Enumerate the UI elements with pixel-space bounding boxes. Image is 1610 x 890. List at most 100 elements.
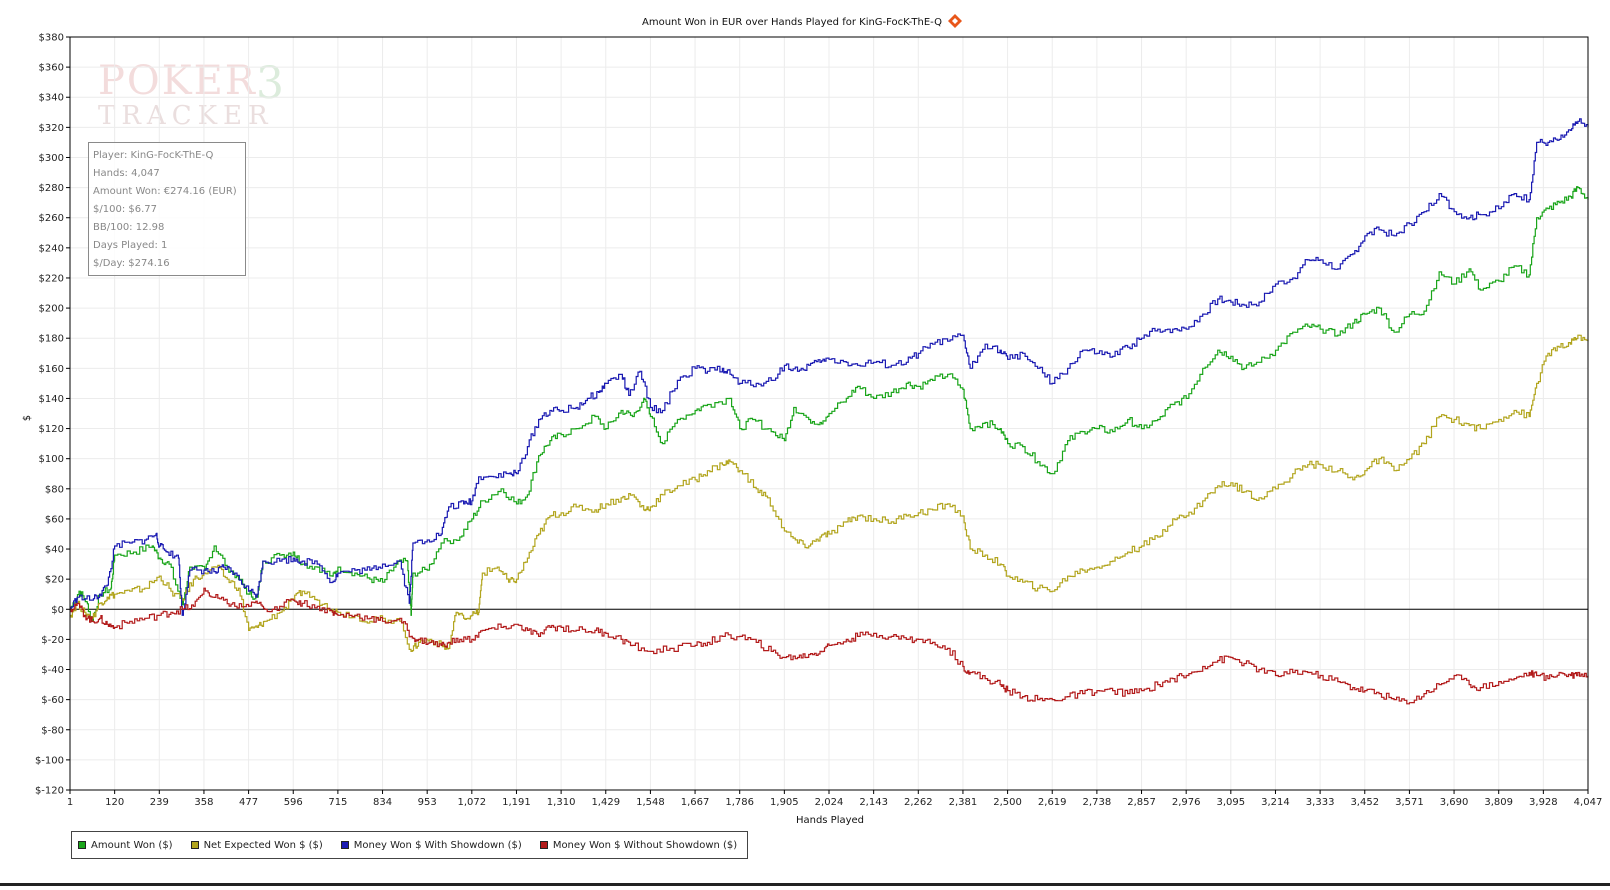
x-tick-label: 3,690 — [1440, 797, 1469, 808]
legend-swatch-net-expected — [190, 841, 199, 849]
x-tick-label: 1,429 — [591, 797, 620, 808]
y-tick-label: $-20 — [41, 635, 64, 646]
x-tick-label: 239 — [150, 797, 169, 808]
legend-swatch-amount-won — [78, 841, 86, 849]
x-tick-label: 120 — [105, 797, 124, 808]
x-tick-label: 3,214 — [1261, 797, 1290, 808]
series-line-0 — [70, 186, 1589, 622]
x-tick-label: 2,500 — [993, 797, 1022, 808]
y-tick-label: $-80 — [41, 725, 64, 736]
y-tick-label: $380 — [39, 33, 64, 44]
player-stats-box: Player: KinG-FocK-ThE-Q Hands: 4,047 Amo… — [88, 142, 246, 276]
y-tick-label: $260 — [39, 213, 64, 224]
stats-bb-per-100: BB/100: 12.98 — [93, 222, 165, 233]
export-icon[interactable] — [948, 14, 962, 28]
y-tick-label: $200 — [39, 304, 64, 315]
x-tick-label: 2,976 — [1172, 797, 1201, 808]
x-tick-label: 3,928 — [1529, 797, 1558, 808]
legend-swatch-with-showdown — [340, 841, 349, 849]
chart-legend: Amount Won ($) Net Expected Won $ ($) Mo… — [71, 831, 749, 859]
x-tick-label: 596 — [284, 797, 303, 808]
y-tick-label: $280 — [39, 183, 64, 194]
y-tick-label: $240 — [39, 243, 64, 254]
y-tick-label: $120 — [39, 424, 64, 435]
series-line-2 — [70, 118, 1589, 616]
x-tick-label: 1,191 — [502, 797, 531, 808]
y-tick-label: $60 — [45, 514, 64, 525]
x-tick-label: 2,143 — [859, 797, 888, 808]
y-tick-label: $160 — [39, 364, 64, 375]
y-tick-label: $140 — [39, 394, 64, 405]
y-tick-label: $-120 — [35, 786, 64, 797]
y-tick-label: $-60 — [41, 695, 64, 706]
x-tick-label: 834 — [373, 797, 392, 808]
stats-amount-won: Amount Won: €274.16 (EUR) — [93, 186, 237, 197]
x-tick-label: 2,262 — [904, 797, 933, 808]
chart-title: Amount Won in EUR over Hands Played for … — [642, 17, 942, 28]
stats-player: Player: KinG-FocK-ThE-Q — [93, 150, 214, 161]
x-tick-label: 3,809 — [1484, 797, 1513, 808]
x-tick-label: 2,857 — [1127, 797, 1156, 808]
x-tick-label: 4,047 — [1574, 797, 1603, 808]
legend-label-without-showdown: Money Won $ Without Showdown ($) — [552, 839, 738, 851]
x-tick-label: 1,310 — [547, 797, 576, 808]
x-tick-label: 1,786 — [725, 797, 754, 808]
x-tick-label: 3,333 — [1306, 797, 1335, 808]
legend-item-net-expected[interactable]: Net Expected Won $ ($) — [190, 839, 323, 851]
y-tick-label: $180 — [39, 334, 64, 345]
y-tick-label: $300 — [39, 153, 64, 164]
x-tick-label: 1,667 — [681, 797, 710, 808]
y-axis-label: $ — [22, 415, 33, 421]
y-tick-label: $320 — [39, 123, 64, 134]
stats-per-100: $/100: $6.77 — [93, 204, 157, 215]
watermark-line2: TRACKER — [98, 101, 274, 131]
y-tick-label: $360 — [39, 63, 64, 74]
x-tick-label: 2,738 — [1083, 797, 1112, 808]
y-tick-label: $340 — [39, 93, 64, 104]
x-tick-label: 3,095 — [1217, 797, 1246, 808]
x-tick-label: 715 — [328, 797, 347, 808]
x-tick-label: 1,905 — [770, 797, 799, 808]
legend-item-amount-won[interactable]: Amount Won ($) — [78, 840, 173, 851]
y-tick-label: $-100 — [35, 755, 64, 766]
x-tick-label: 1,548 — [636, 797, 665, 808]
y-axis-ticks: $380 $360 $340 $320 $300 $280 $260 $240 $220 $200… — [35, 33, 70, 797]
title-diamond-icon-center — [952, 18, 958, 24]
series-line-1 — [70, 334, 1589, 652]
stats-days-played: Days Played: 1 — [93, 240, 168, 251]
x-axis-label: Hands Played — [796, 815, 864, 826]
x-tick-label: 477 — [239, 797, 258, 808]
x-tick-label: 2,024 — [815, 797, 844, 808]
x-tick-label: 3,452 — [1350, 797, 1379, 808]
x-axis-ticks: 1 120 239 358 477 596 715 834 953 1,072 1,191 1,310… — [67, 790, 1603, 808]
y-tick-label: $40 — [45, 545, 64, 556]
series-line-3 — [70, 587, 1589, 705]
y-tick-label: $100 — [39, 454, 64, 465]
y-tick-label: $220 — [39, 273, 64, 284]
window-bottom-border — [0, 883, 1610, 886]
x-tick-label: 3,571 — [1395, 797, 1424, 808]
x-tick-label: 2,619 — [1038, 797, 1067, 808]
legend-item-without-showdown[interactable]: Money Won $ Without Showdown ($) — [539, 839, 738, 851]
watermark-number: 3 — [256, 58, 284, 109]
x-tick-label: 358 — [194, 797, 213, 808]
y-tick-label: $-40 — [41, 665, 64, 676]
y-tick-label: $0 — [51, 605, 64, 616]
series-group — [70, 118, 1589, 705]
watermark-line1: POKER — [98, 58, 257, 104]
y-tick-label: $20 — [45, 575, 64, 586]
legend-label-with-showdown: Money Won $ With Showdown ($) — [353, 839, 522, 851]
legend-swatch-without-showdown — [539, 841, 548, 849]
x-tick-label: 2,381 — [949, 797, 978, 808]
stats-hands: Hands: 4,047 — [93, 168, 160, 179]
y-tick-label: $80 — [45, 484, 64, 495]
x-tick-label: 1 — [67, 797, 73, 808]
legend-label-net-expected: Net Expected Won $ ($) — [203, 839, 323, 851]
legend-label-amount-won: Amount Won ($) — [91, 839, 173, 851]
pokertracker-watermark: POKER 3 TRACKER — [98, 58, 284, 131]
stats-per-day: $/Day: $274.16 — [93, 258, 170, 269]
x-tick-label: 1,072 — [458, 797, 487, 808]
legend-item-with-showdown[interactable]: Money Won $ With Showdown ($) — [340, 839, 522, 851]
